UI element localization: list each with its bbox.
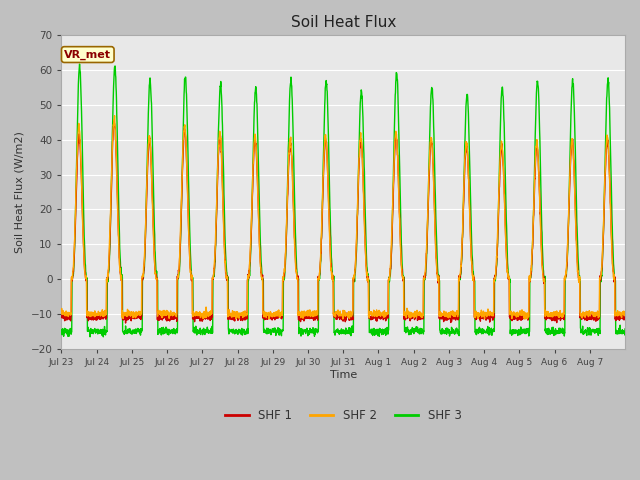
Y-axis label: Soil Heat Flux (W/m2): Soil Heat Flux (W/m2) xyxy=(15,131,25,253)
Title: Soil Heat Flux: Soil Heat Flux xyxy=(291,15,396,30)
Legend: SHF 1, SHF 2, SHF 3: SHF 1, SHF 2, SHF 3 xyxy=(220,405,466,427)
X-axis label: Time: Time xyxy=(330,370,357,380)
Text: VR_met: VR_met xyxy=(64,49,111,60)
